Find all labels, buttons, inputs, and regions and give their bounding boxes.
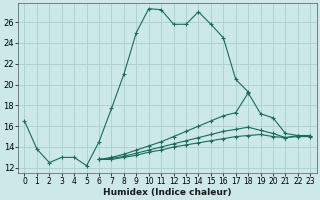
X-axis label: Humidex (Indice chaleur): Humidex (Indice chaleur): [103, 188, 232, 197]
